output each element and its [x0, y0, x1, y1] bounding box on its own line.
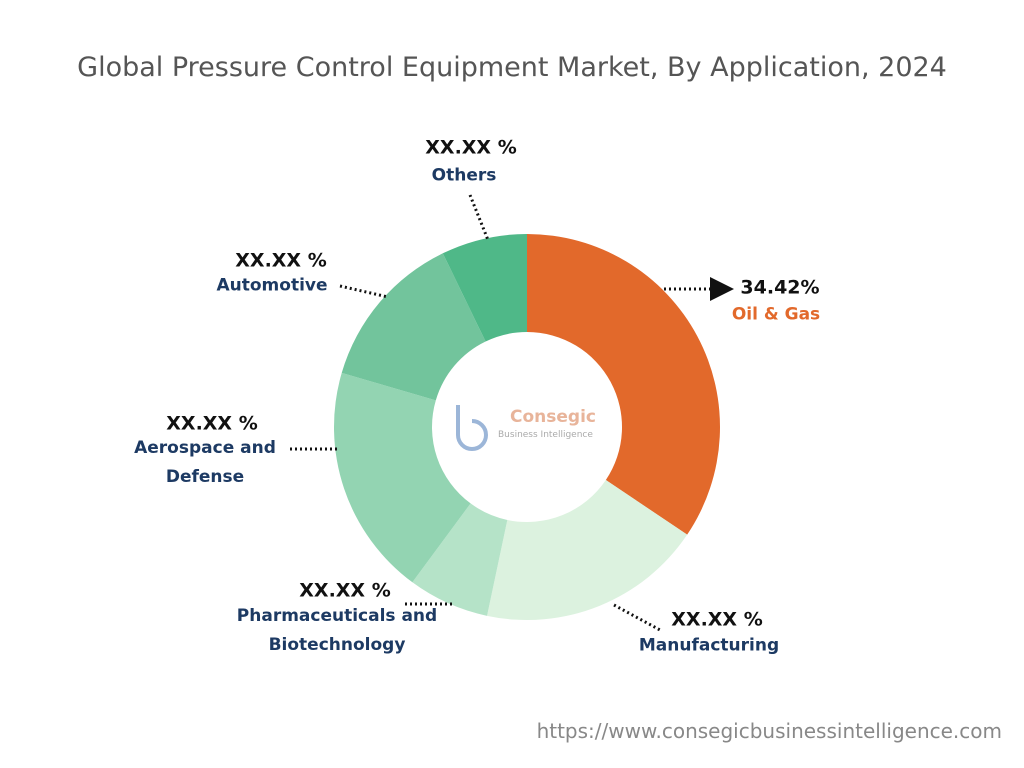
category-label: Pharmaceuticals and Biotechnology	[236, 606, 438, 655]
logo: Consegic Business Intelligence	[456, 405, 596, 451]
category-label: Aerospace and Defense	[134, 438, 276, 487]
leader-line	[613, 603, 661, 632]
value-label: 34.42%	[740, 276, 820, 299]
chart-title: Global Pressure Control Equipment Market…	[77, 52, 947, 83]
value-label: XX.XX %	[671, 608, 763, 631]
slice	[341, 253, 486, 401]
slice	[334, 372, 471, 583]
leaders	[290, 194, 734, 632]
logo-name: Consegic	[510, 407, 596, 427]
slices	[334, 234, 720, 620]
category-label: Oil & Gas	[731, 304, 821, 325]
value-label: XX.XX %	[235, 249, 327, 272]
slice	[487, 480, 688, 620]
leader-line	[339, 284, 389, 299]
logo-icon	[456, 405, 488, 451]
slice	[527, 234, 720, 535]
value-label: XX.XX %	[166, 412, 258, 435]
value-label: XX.XX %	[425, 136, 517, 159]
category-label: Manufacturing	[638, 635, 780, 656]
logo-tagline: Business Intelligence	[498, 430, 593, 440]
category-label: Automotive	[216, 275, 328, 296]
slice	[412, 503, 508, 616]
leader-line	[468, 194, 490, 241]
slice	[442, 234, 527, 342]
source: https://www.consegicbusinessintelligence…	[536, 719, 1002, 743]
category-label: Others	[431, 165, 497, 186]
value-label: XX.XX %	[299, 579, 391, 602]
